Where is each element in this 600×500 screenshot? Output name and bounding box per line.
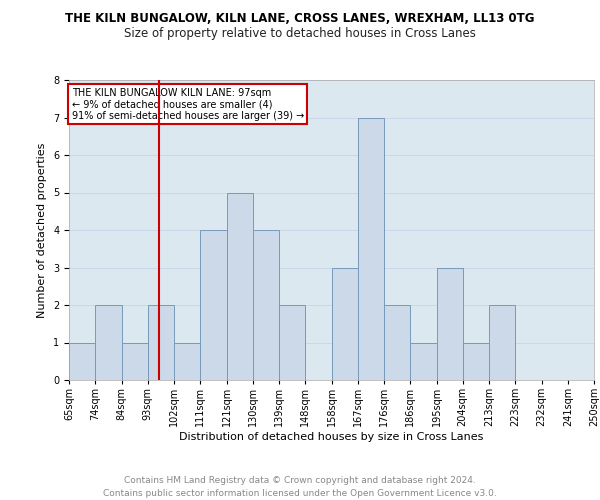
Bar xyxy=(200,230,227,380)
Bar xyxy=(174,342,200,380)
Text: THE KILN BUNGALOW, KILN LANE, CROSS LANES, WREXHAM, LL13 0TG: THE KILN BUNGALOW, KILN LANE, CROSS LANE… xyxy=(65,12,535,26)
Bar xyxy=(69,342,95,380)
Bar xyxy=(227,192,253,380)
Bar xyxy=(253,230,279,380)
Bar xyxy=(463,342,489,380)
Bar xyxy=(437,268,463,380)
Bar xyxy=(384,305,410,380)
Text: Size of property relative to detached houses in Cross Lanes: Size of property relative to detached ho… xyxy=(124,28,476,40)
Bar xyxy=(121,342,148,380)
Bar xyxy=(148,305,174,380)
X-axis label: Distribution of detached houses by size in Cross Lanes: Distribution of detached houses by size … xyxy=(179,432,484,442)
Bar xyxy=(95,305,121,380)
Text: THE KILN BUNGALOW KILN LANE: 97sqm
← 9% of detached houses are smaller (4)
91% o: THE KILN BUNGALOW KILN LANE: 97sqm ← 9% … xyxy=(71,88,304,120)
Bar xyxy=(331,268,358,380)
Bar xyxy=(358,118,384,380)
Text: Contains HM Land Registry data © Crown copyright and database right 2024.
Contai: Contains HM Land Registry data © Crown c… xyxy=(103,476,497,498)
Bar xyxy=(410,342,437,380)
Bar xyxy=(489,305,515,380)
Bar xyxy=(279,305,305,380)
Y-axis label: Number of detached properties: Number of detached properties xyxy=(37,142,47,318)
